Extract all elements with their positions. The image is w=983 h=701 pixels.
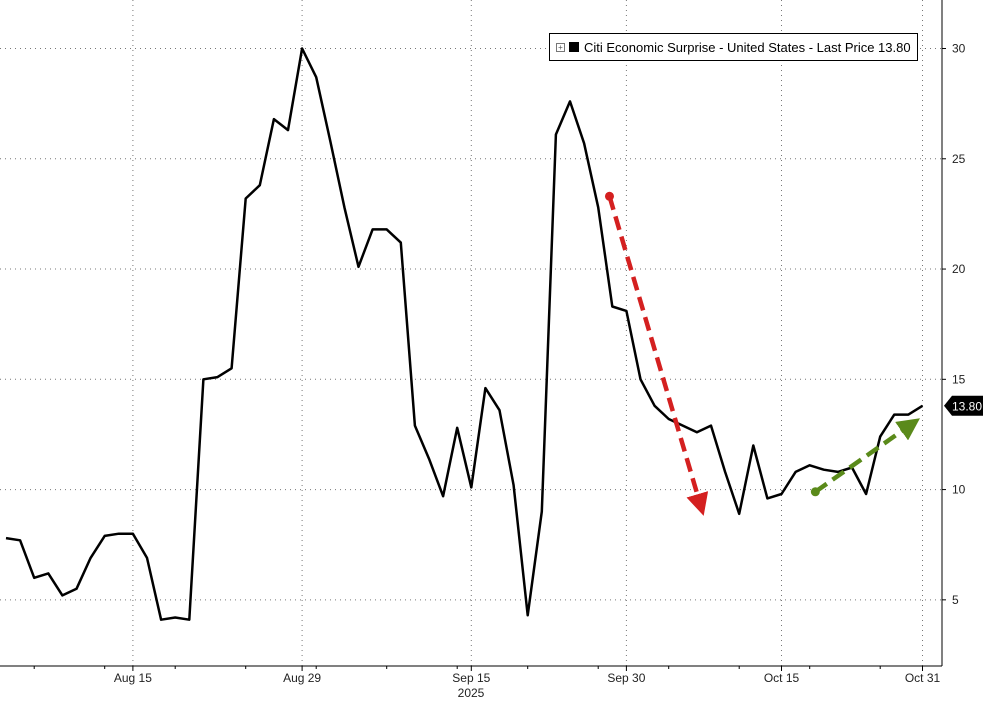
tick-layer: 5 10 15 20 25 30 Aug 15 Aug 29 Sep 15 Sep 30 Oct 1… xyxy=(33,42,966,685)
legend: + Citi Economic Surprise - United States… xyxy=(549,33,918,61)
last-price-label: 13.80 xyxy=(952,399,982,413)
tag-layer: 13.80 xyxy=(944,395,983,416)
last-price-tag xyxy=(944,395,983,416)
x-axis-title: 2025 xyxy=(458,686,485,700)
y-tick-label: 30 xyxy=(952,42,966,56)
legend-swatch xyxy=(569,42,579,52)
x-tick-label: Oct 15 xyxy=(764,671,800,685)
down-trend-arrow xyxy=(607,195,709,516)
x-tick-label: Oct 31 xyxy=(905,671,941,685)
y-tick-label: 20 xyxy=(952,262,966,276)
grid-layer xyxy=(0,0,942,666)
x-tick-label: Sep 15 xyxy=(452,671,490,685)
y-tick-label: 5 xyxy=(952,593,959,607)
up-trend-arrow xyxy=(814,418,920,494)
expand-icon[interactable]: + xyxy=(556,42,565,52)
annotation-layer xyxy=(604,191,920,516)
x-tick-label: Aug 15 xyxy=(114,671,152,685)
series-line xyxy=(5,47,924,621)
axes-layer xyxy=(0,0,943,667)
series-layer xyxy=(5,47,924,621)
y-tick-label: 25 xyxy=(952,152,966,166)
y-tick-label: 15 xyxy=(952,372,966,386)
x-tick-label: Aug 29 xyxy=(283,671,321,685)
x-tick-label: Sep 30 xyxy=(607,671,645,685)
legend-label: Citi Economic Surprise - United States -… xyxy=(584,39,911,55)
y-tick-label: 10 xyxy=(952,483,966,497)
